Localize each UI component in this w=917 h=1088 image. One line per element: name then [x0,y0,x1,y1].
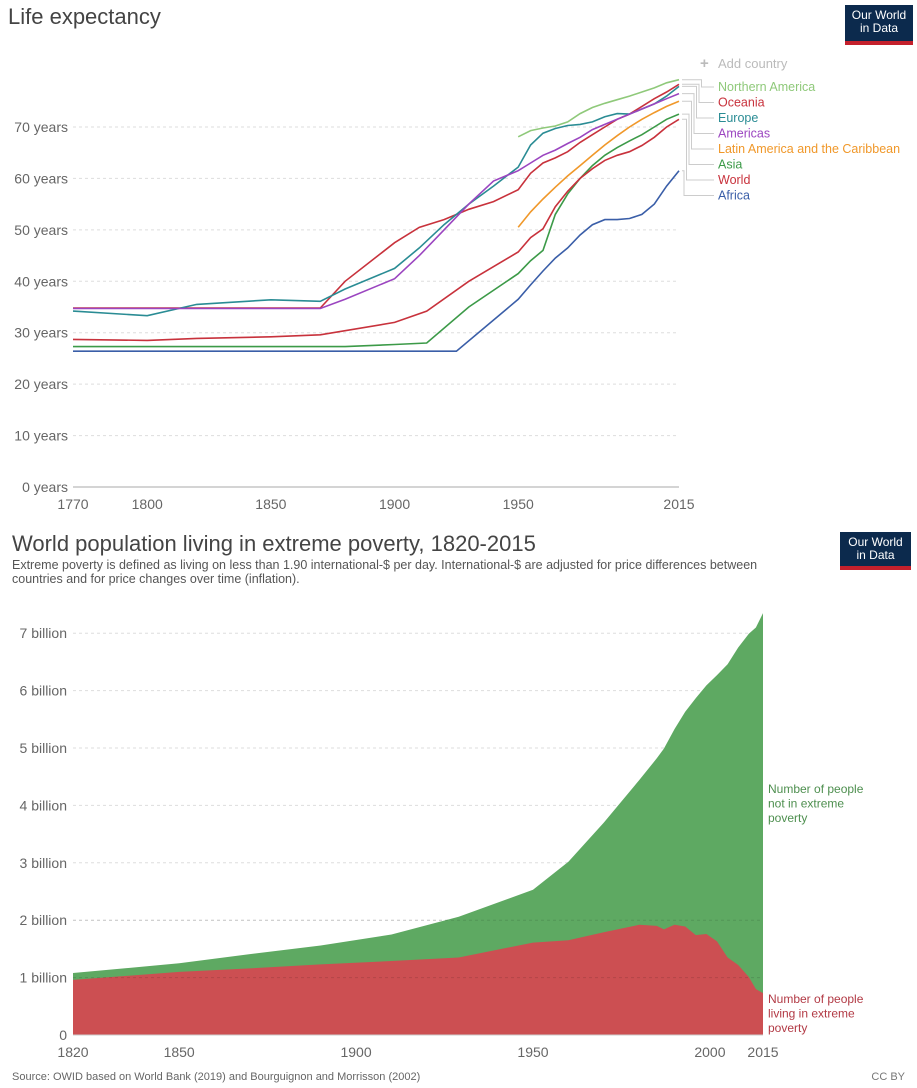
life-expectancy-chart: 0 years 10 years 20 years 30 years 40 years 5… [14,55,900,512]
legend-connector [682,85,714,119]
y-tick-label: 5 billion [20,740,67,756]
y-tick-label: 1 billion [20,970,67,986]
logo-line-1: Our World [851,8,907,22]
series-line-world [72,118,680,342]
x-tick-label: 1800 [132,496,163,512]
y-tick-label: 4 billion [20,797,67,813]
area-not-in-poverty [73,613,763,1035]
series-label: poverty [768,811,807,825]
life-expectancy-title: Life expectancy [8,4,161,29]
logo-line-2: in Data [859,21,899,35]
legend-label[interactable]: Asia [718,158,742,172]
owid-logo[interactable]: Our World in Data [845,5,913,45]
legend-connector [682,100,714,150]
legend-label[interactable]: Oceania [718,96,765,110]
x-tick-label: 1950 [517,1044,548,1060]
series-line-americas [73,92,680,310]
area-in-poverty [73,924,763,1035]
x-tick-label: 2015 [747,1044,778,1060]
legend-label[interactable]: World [718,173,750,187]
x-tick-label: 1950 [503,496,534,512]
add-country-label: Add country [718,56,788,71]
series-label: not in extreme [768,797,844,811]
y-tick-label: 70 years [14,119,68,135]
x-tick-label: 1900 [379,496,410,512]
add-country-button[interactable]: + Add country [700,55,788,72]
y-tick-label: 50 years [14,222,68,238]
source-note: Source: OWID based on World Bank (2019) … [12,1071,421,1083]
y-tick-label: 40 years [14,273,68,289]
legend-label[interactable]: Europe [718,111,758,125]
legend-label[interactable]: Northern America [718,80,815,94]
series-line-northern-america [517,78,680,138]
series-line-africa [73,170,680,352]
y-tick-label: 7 billion [20,625,67,641]
poverty-chart-subtitle: Extreme poverty is defined as living on … [12,558,758,586]
legend-label[interactable]: Latin America and the Caribbean [718,142,900,156]
x-tick-label: 1900 [340,1044,371,1060]
y-tick-label: 2 billion [20,912,67,928]
logo-line-1: Our World [848,535,903,549]
y-tick-label: 0 years [22,479,68,495]
series-label: poverty [768,1021,807,1035]
logo-line-2: in Data [856,548,895,562]
legend-label[interactable]: Americas [718,127,770,141]
series-label: Number of people [768,992,864,1006]
y-tick-label: 10 years [14,428,68,444]
x-tick-label: 1770 [57,496,88,512]
y-tick-label: 30 years [14,325,68,341]
legend-connector [682,113,714,165]
x-tick-label: 2000 [694,1044,725,1060]
legend-connector [682,170,714,196]
x-tick-label: 1850 [164,1044,195,1060]
x-tick-label: 1850 [255,496,286,512]
y-tick-label: 3 billion [20,855,67,871]
legend-label[interactable]: Africa [718,189,750,203]
license-link[interactable]: CC BY [871,1071,905,1083]
series-label: living in extreme [768,1007,855,1021]
y-tick-label: 20 years [14,376,68,392]
legend-connector [682,118,714,181]
x-tick-label: 1820 [57,1044,88,1060]
series-line-asia [73,113,680,348]
legend-connector [682,93,714,134]
y-tick-label: 0 [59,1027,67,1043]
owid-logo[interactable]: Our World in Data [840,532,911,570]
series-line-latin-america-and-the-caribbean [517,100,680,228]
legend-connector [682,79,714,88]
y-tick-label: 6 billion [20,683,67,699]
legend-connector [682,83,714,103]
poverty-chart-title: World population living in extreme pover… [12,531,536,556]
series-label: Number of people [768,782,864,796]
x-tick-label: 2015 [663,496,694,512]
plus-icon: + [700,55,709,72]
y-tick-label: 60 years [14,170,68,186]
series-line-oceania [73,83,680,309]
